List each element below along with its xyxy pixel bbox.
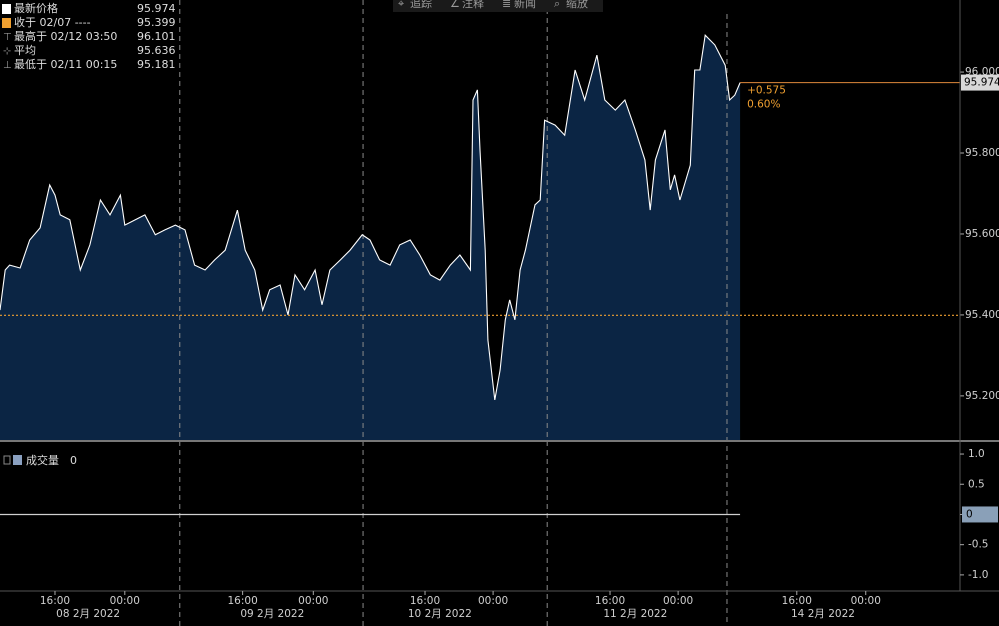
volume-y-tick-label: -1.0 — [968, 569, 989, 581]
legend-value: 95.974 — [137, 2, 176, 15]
y-tick-label: 95.400 — [965, 309, 999, 321]
y-tick-label: 95.800 — [965, 147, 999, 159]
legend-label: 平均 — [14, 44, 36, 57]
volume-box — [962, 506, 998, 523]
x-tick-label: 00:00 — [663, 595, 693, 607]
legend-label: 最高于 02/12 03:50 — [14, 29, 117, 43]
volume-title: 成交量 — [26, 453, 59, 467]
x-tick-label: 00:00 — [478, 595, 508, 607]
last-price-box — [961, 74, 999, 91]
change-label: +0.575 — [747, 85, 786, 97]
legend-label: 收于 02/07 ---- — [14, 15, 91, 29]
legend-bg — [0, 0, 178, 72]
volume-y-tick-label: 0.5 — [968, 478, 985, 490]
price-line — [0, 34, 741, 400]
date-label: 10 2月 2022 — [408, 608, 472, 620]
toolbar-icon: ∠ — [450, 0, 460, 10]
volume-y-tick-label: -0.5 — [968, 539, 989, 551]
legend-marker: ⊹ — [3, 46, 11, 57]
volume-value-box: 0 — [966, 508, 973, 520]
x-tick-label: 16:00 — [40, 595, 70, 607]
toolbar-button[interactable]: 注释 — [462, 0, 484, 10]
x-tick-label: 16:00 — [595, 595, 625, 607]
last-price-label: 95.974 — [964, 77, 999, 89]
volume-icon — [3, 455, 11, 465]
toolbar-button[interactable]: 新闻 — [514, 0, 536, 10]
toolbar-button[interactable]: 追踪 — [410, 0, 432, 10]
legend-swatch — [2, 4, 11, 14]
x-tick-label: 00:00 — [851, 595, 881, 607]
date-label: 09 2月 2022 — [240, 608, 304, 620]
toolbar-bg — [393, 0, 603, 12]
legend-value: 95.399 — [137, 16, 176, 29]
legend-marker: ⊥ — [3, 60, 12, 71]
date-label: 08 2月 2022 — [56, 608, 120, 620]
toolbar-button[interactable]: 缩放 — [566, 0, 588, 10]
legend-label: 最低于 02/11 00:15 — [14, 58, 117, 71]
volume-swatch — [13, 455, 22, 465]
legend-label: 最新价格 — [14, 1, 58, 15]
legend-marker: ⊤ — [3, 32, 12, 43]
x-tick-label: 00:00 — [110, 595, 140, 607]
legend-value: 95.181 — [137, 58, 176, 71]
x-tick-label: 16:00 — [410, 595, 440, 607]
toolbar-icon: ≣ — [502, 0, 511, 10]
y-tick-label: 95.200 — [965, 390, 999, 402]
x-tick-label: 16:00 — [782, 595, 812, 607]
y-tick-label: 95.600 — [965, 228, 999, 240]
legend-swatch — [2, 18, 11, 28]
date-label: 11 2月 2022 — [603, 608, 667, 620]
change-pct-label: 0.60% — [747, 99, 780, 111]
volume-title-value: 0 — [70, 454, 77, 467]
toolbar-icon: ⌕ — [554, 0, 560, 10]
legend-value: 96.101 — [137, 30, 176, 43]
legend-value: 95.636 — [137, 44, 176, 57]
date-label: 14 2月 2022 — [791, 608, 855, 620]
x-tick-label: 16:00 — [227, 595, 257, 607]
volume-y-tick-label: 1.0 — [968, 448, 985, 460]
price-area — [0, 35, 741, 440]
x-tick-label: 00:00 — [298, 595, 328, 607]
toolbar-icon: ⌖ — [398, 0, 404, 10]
